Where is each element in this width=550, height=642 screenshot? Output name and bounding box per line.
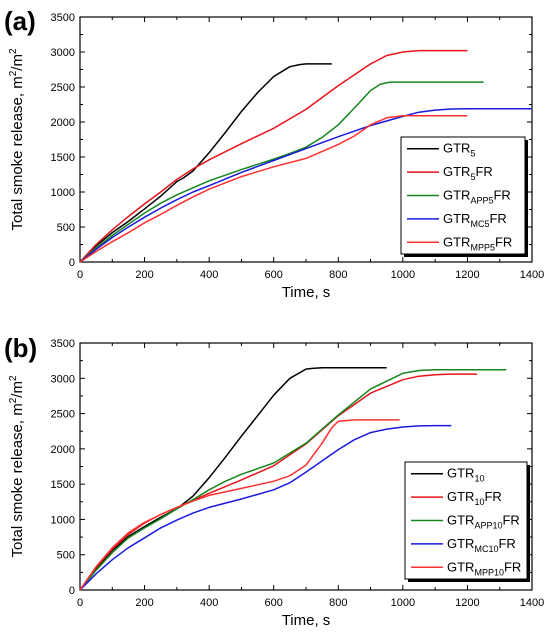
- legend-entry-name: GTR: [447, 466, 474, 481]
- legend-entry-suffix: FR: [493, 188, 510, 203]
- series-line-gtr-mc10-fr: [79, 424, 452, 591]
- legend-entry-suffix: FR: [498, 536, 515, 551]
- legend-entry: GTRAPP5FR: [443, 188, 511, 206]
- legend-entry-name: GTR: [447, 536, 474, 551]
- y-axis-title-text: Total smoke release, m: [9, 76, 26, 230]
- legend-entry-name: GTR: [443, 188, 470, 203]
- y-tick-label: 3500: [51, 338, 75, 350]
- legend-entry-subscript: 10: [474, 474, 484, 484]
- series-line-gtr-5-fr: [79, 49, 468, 263]
- legend-entry-suffix: FR: [502, 513, 519, 528]
- legend-entry: GTR5FR: [443, 164, 493, 182]
- x-tick-label: 0: [77, 597, 83, 609]
- series-line-gtr-5: [79, 63, 332, 263]
- legend-entry-subscript: APP10: [474, 521, 502, 531]
- legend-entry-subscript: MPP5: [470, 242, 495, 252]
- y-tick-label: 0: [69, 257, 75, 269]
- legend-entry-name: GTR: [447, 513, 474, 528]
- legend-entry-subscript: 5: [470, 149, 475, 159]
- y-tick-label: 1500: [51, 479, 75, 491]
- x-axis-title: Time, s: [282, 284, 331, 301]
- y-tick-label: 1500: [51, 152, 75, 164]
- x-tick-label: 400: [200, 597, 218, 609]
- legend: GTR10GTR10FRGTRAPP10FRGTRMC10FRGTRMPP10F…: [404, 461, 530, 582]
- x-tick-label: 1200: [455, 269, 479, 281]
- legend-entry-subscript: MC10: [474, 544, 498, 554]
- x-tick-label: 1400: [520, 597, 544, 609]
- series-line-gtr-10-fr: [79, 373, 478, 591]
- x-tick-label: 800: [329, 269, 347, 281]
- chart-panel-2: 0 200 400 600 800 1000 1200 1400 0 500 1000 1500 200…: [4, 333, 544, 629]
- legend-entry-subscript: 10: [474, 497, 484, 507]
- legend-entry-suffix: FR: [489, 211, 506, 226]
- legend-entry-name: GTR: [443, 234, 470, 249]
- legend-entry-name: GTR: [443, 141, 470, 156]
- series-line-gtr-10: [79, 366, 387, 591]
- y-axis-title-text: Total smoke release, m: [9, 403, 26, 557]
- y-tick-label: 2500: [51, 82, 75, 94]
- y-tick-label: 3000: [51, 373, 75, 385]
- x-tick-label: 800: [329, 597, 347, 609]
- y-tick-label: 2000: [51, 444, 75, 456]
- y-axis-title-sup: 2: [8, 48, 19, 54]
- legend-entry-subscript: 5: [470, 172, 475, 182]
- legend-entry: GTRMPP10FR: [447, 559, 521, 577]
- chart-panel-1: 0 200 400 600 800 1000 1200 1400 0 500 1000 1500 200…: [4, 6, 544, 301]
- legend-entry-suffix: FR: [484, 489, 501, 504]
- legend-entry: GTRMC5FR: [443, 211, 507, 229]
- y-tick-label: 500: [57, 550, 75, 562]
- x-tick-label: 200: [135, 269, 153, 281]
- x-tick-label: 0: [77, 269, 83, 281]
- series-line-gtr-mpp5-fr: [79, 114, 468, 263]
- y-axis-title: Total smoke release, m2/m2: [8, 375, 26, 557]
- x-tick-label: 1200: [455, 597, 479, 609]
- panel-label: (a): [4, 6, 36, 36]
- series-line-gtr-mc5-fr: [79, 107, 532, 263]
- x-axis-title: Time, s: [282, 612, 331, 629]
- y-axis-title-sup: 2: [8, 70, 19, 76]
- y-tick-label: 1000: [51, 187, 75, 199]
- legend-entry: GTRMPP5FR: [443, 234, 512, 252]
- legend-entry-name: GTR: [447, 559, 474, 574]
- panel-label: (b): [4, 333, 37, 363]
- legend-entry-name: GTR: [443, 211, 470, 226]
- x-tick-label: 1000: [391, 597, 415, 609]
- legend-entry: GTR10FR: [447, 489, 502, 507]
- y-tick-label: 2500: [51, 409, 75, 421]
- y-tick-label: 1000: [51, 514, 75, 526]
- y-axis-title-unit: /m: [9, 381, 26, 398]
- legend-entry-subscript: MC5: [470, 219, 489, 229]
- y-tick-label: 3500: [51, 12, 75, 24]
- x-tick-label: 1400: [520, 269, 544, 281]
- y-tick-label: 500: [57, 222, 75, 234]
- series-line-gtr-mpp10-fr: [79, 419, 400, 591]
- legend-entry-suffix: FR: [504, 559, 521, 574]
- legend-entry-subscript: MPP10: [474, 567, 504, 577]
- series-line-gtr-app5-fr: [79, 81, 484, 263]
- x-tick-label: 400: [200, 269, 218, 281]
- y-axis-title-sup: 2: [8, 397, 19, 403]
- legend-entry-suffix: FR: [475, 164, 492, 179]
- y-axis-title: Total smoke release, m2/m2: [8, 48, 26, 230]
- x-tick-label: 200: [135, 597, 153, 609]
- y-tick-label: 0: [69, 585, 75, 597]
- x-tick-label: 600: [265, 269, 283, 281]
- y-axis-title-sup: 2: [8, 375, 19, 381]
- y-tick-label: 3000: [51, 47, 75, 59]
- legend-entry-name: GTR: [443, 164, 470, 179]
- y-axis-title-unit: /m: [9, 54, 26, 71]
- series-line-gtr-app10-fr: [79, 369, 507, 591]
- x-tick-label: 600: [265, 597, 283, 609]
- legend-entry-subscript: APP5: [470, 196, 493, 206]
- legend-entry: GTRAPP10FR: [447, 513, 520, 531]
- legend-entry-name: GTR: [447, 489, 474, 504]
- x-tick-label: 1000: [391, 269, 415, 281]
- y-tick-label: 2000: [51, 117, 75, 129]
- legend-entry: GTR5: [443, 141, 475, 159]
- legend-entry-suffix: FR: [495, 234, 512, 249]
- legend-entry: GTRMC10FR: [447, 536, 516, 554]
- legend-entry: GTR10: [447, 466, 484, 484]
